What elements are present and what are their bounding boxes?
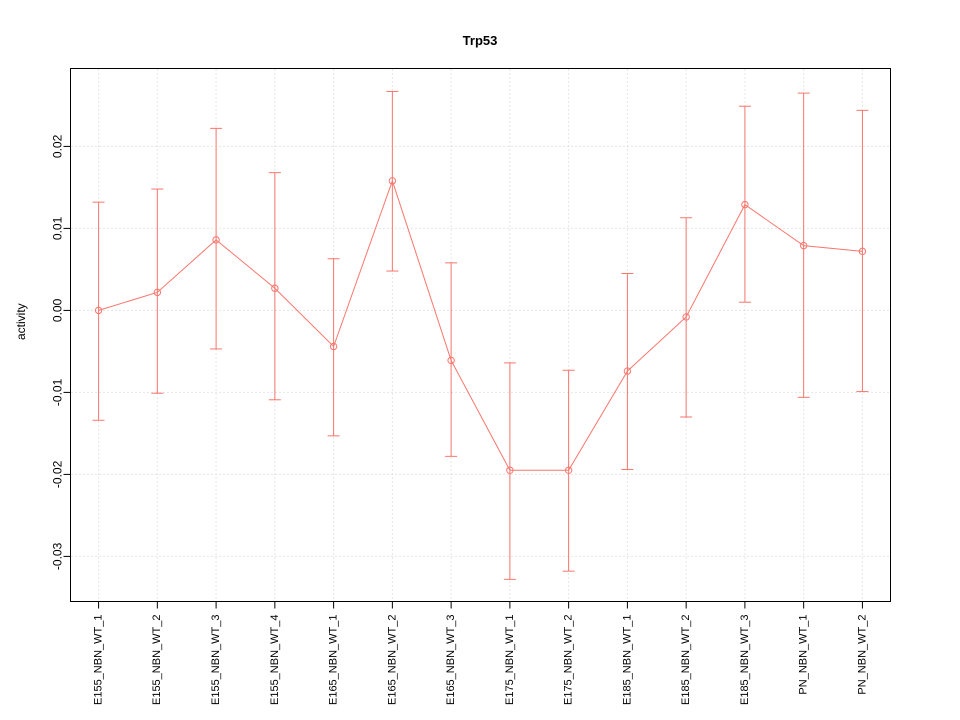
y-tick-label: -0.02	[51, 460, 65, 488]
grid-lines	[71, 69, 890, 601]
data-point	[799, 241, 808, 250]
x-tick-label: PN_NBN_WT_1	[798, 615, 810, 695]
data-point	[153, 288, 162, 297]
data-point	[447, 356, 455, 365]
data-point	[388, 177, 397, 185]
x-tick-label: PN_NBN_WT_2	[856, 615, 868, 695]
y-axis-ticks: -0.03 -0.02 -0.01 0.00 0.01 0.02	[51, 134, 71, 570]
x-tick-label: E155_NBN_WT_2	[151, 615, 163, 706]
chart-title: Trp53	[462, 33, 498, 48]
x-tick-label: E155_NBN_WT_3	[210, 615, 222, 706]
y-tick-label: 0.02	[51, 134, 65, 158]
x-tick-label: E165_NBN_WT_3	[445, 615, 457, 706]
data-point	[212, 236, 220, 244]
x-tick-label: E155_NBN_WT_1	[92, 615, 104, 706]
data-point	[741, 200, 749, 209]
data-series	[92, 90, 869, 580]
x-tick-label: E185_NBN_WT_2	[680, 615, 692, 706]
data-point	[271, 284, 279, 292]
x-tick-label: E185_NBN_WT_1	[621, 615, 633, 706]
x-axis-ticks: E155_NBN_WT_1 E155_NBN_WT_2 E155_NBN_WT_3 E…	[92, 601, 868, 706]
data-point	[623, 367, 632, 375]
x-tick-label: E175_NBN_WT_1	[504, 615, 516, 706]
data-point	[858, 247, 867, 256]
y-tick-label: -0.01	[51, 378, 65, 406]
data-point	[682, 313, 690, 321]
y-tick-label: 0.01	[51, 216, 65, 240]
data-point	[506, 466, 514, 474]
data-point	[564, 466, 573, 474]
x-tick-label: E165_NBN_WT_1	[328, 615, 340, 706]
data-point	[94, 306, 103, 315]
data-point	[329, 342, 338, 351]
y-tick-label: -0.03	[51, 542, 65, 570]
axis-box	[70, 68, 891, 602]
x-tick-label: E155_NBN_WT_4	[269, 615, 281, 706]
series-line	[98, 179, 863, 471]
x-tick-label: E185_NBN_WT_3	[739, 615, 751, 706]
x-tick-label: E165_NBN_WT_2	[386, 615, 398, 706]
y-tick-label: 0.00	[51, 298, 65, 322]
x-tick-label: E175_NBN_WT_2	[563, 615, 575, 706]
